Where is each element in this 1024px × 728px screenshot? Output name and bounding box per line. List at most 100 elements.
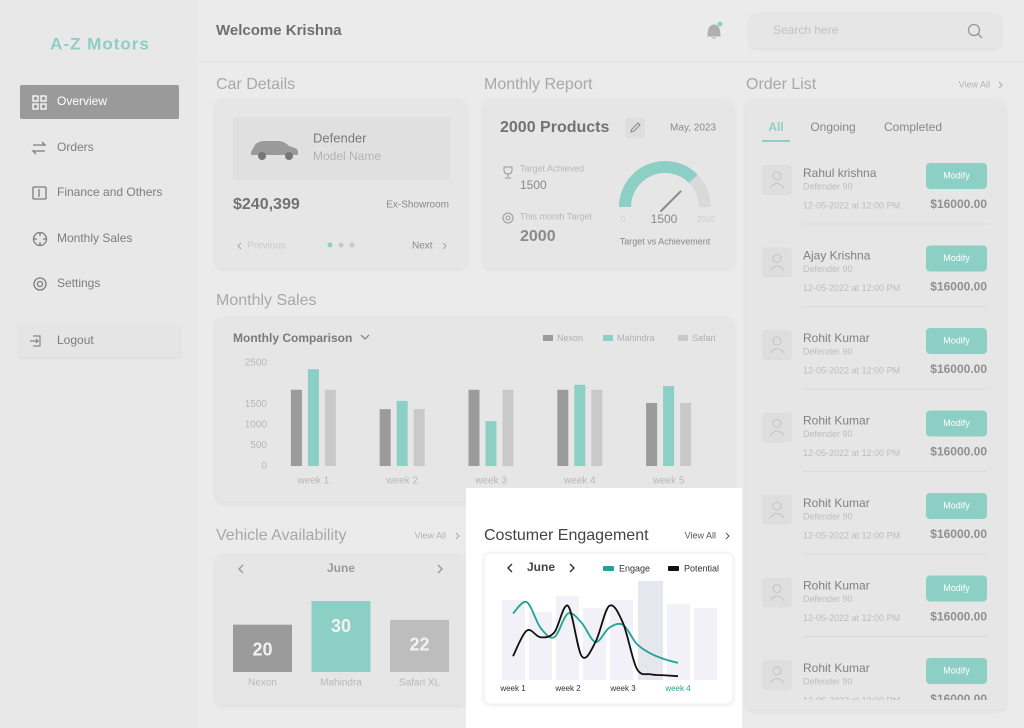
- legend-label: Safari: [692, 333, 716, 343]
- modify-label[interactable]: Modify: [943, 583, 970, 593]
- previous-button[interactable]: Previous: [247, 241, 286, 252]
- tab[interactable]: Completed: [884, 120, 942, 134]
- bar: [663, 386, 675, 466]
- y-tick-label: 1000: [245, 419, 268, 430]
- target-achieved-label: Target Achieved: [520, 163, 584, 173]
- modify-button[interactable]: [926, 328, 987, 354]
- modify-button[interactable]: [926, 658, 987, 684]
- section-title: Monthly Report: [484, 76, 593, 93]
- bell-icon[interactable]: [707, 24, 721, 39]
- edit-button[interactable]: [625, 118, 645, 138]
- y-tick-label: 2500: [245, 358, 268, 369]
- x-tick-label: week 4: [664, 684, 691, 693]
- x-tick-label: week 2: [385, 476, 418, 487]
- bar: [396, 400, 408, 466]
- search-box[interactable]: [750, 14, 1000, 48]
- order-name: Rahul krishna: [803, 166, 877, 180]
- logout-button[interactable]: [20, 325, 179, 357]
- order-amount: $16000.00: [930, 280, 987, 294]
- car-wheel: [285, 152, 293, 160]
- nav-icons: [31, 95, 48, 291]
- pager-dot: [338, 242, 344, 248]
- target-icon-inner: [505, 215, 511, 221]
- x-tick-label: week 3: [474, 476, 507, 487]
- bar: [557, 389, 569, 466]
- logo: A-Z Motors: [50, 34, 150, 53]
- order-model: Defender 90: [803, 264, 853, 274]
- tab-underline: [762, 140, 790, 142]
- avatar-body: [769, 265, 785, 271]
- modify-label[interactable]: Modify: [943, 335, 970, 345]
- x-tick-label: week 2: [554, 684, 581, 693]
- card: [484, 100, 733, 268]
- search-placeholder[interactable]: Search here: [773, 23, 839, 37]
- view-all[interactable]: View All: [685, 530, 716, 540]
- modify-button[interactable]: [926, 410, 987, 437]
- nav-item[interactable]: Orders: [57, 140, 94, 154]
- pager-dot: [327, 242, 333, 248]
- avatar-body: [769, 348, 785, 354]
- bar: [311, 601, 371, 672]
- nav-item[interactable]: Overview: [57, 94, 107, 108]
- order-name: Rohit Kumar: [803, 331, 870, 345]
- section-title: Car Details: [216, 76, 295, 93]
- modify-label[interactable]: Modify: [943, 500, 970, 510]
- trophy-icon: [503, 166, 513, 179]
- gauge-needle: [660, 190, 682, 212]
- avatar-body: [769, 430, 785, 436]
- chart-title: Monthly Comparison: [233, 331, 352, 345]
- logout-label[interactable]: Logout: [57, 333, 94, 347]
- gauge-max: 2000: [697, 215, 715, 224]
- legend-swatch: [543, 335, 553, 341]
- next-button[interactable]: Next: [412, 241, 433, 252]
- modify-button[interactable]: [926, 245, 987, 272]
- nav-active-bg[interactable]: [20, 85, 179, 119]
- legend-label: Nexon: [557, 333, 583, 343]
- avatar-head: [772, 666, 782, 676]
- modify-button[interactable]: [926, 493, 987, 519]
- modify-button[interactable]: [926, 575, 987, 602]
- nav-item[interactable]: Settings: [57, 276, 100, 290]
- month-arrows[interactable]: [507, 563, 575, 573]
- legend-label: Mahindra: [617, 333, 655, 343]
- modify-label[interactable]: Modify: [943, 253, 970, 263]
- order-date: 12-05-2022 at 12:00 PM: [803, 200, 900, 210]
- bar: [485, 421, 497, 466]
- nav-item[interactable]: Monthly Sales: [57, 231, 132, 245]
- order-date: 12-05-2022 at 12:00 PM: [803, 448, 900, 458]
- order-date: 12-05-2022 at 12:00 PM: [803, 613, 900, 623]
- gauge-caption: Target vs Achievement: [620, 236, 711, 246]
- section-title: Vehicle Availability: [216, 527, 346, 544]
- view-all[interactable]: View All: [959, 79, 990, 89]
- avatar-body: [769, 595, 785, 601]
- nav-item[interactable]: Finance and Others: [57, 185, 162, 199]
- avatar-body: [769, 678, 785, 684]
- avatar-head: [772, 171, 782, 181]
- order-amount: $16000.00: [930, 362, 987, 376]
- welcome: Welcome Krishna: [216, 22, 342, 39]
- search-icon[interactable]: [967, 23, 981, 37]
- modify-label[interactable]: Modify: [943, 418, 970, 428]
- y-tick-label: 0: [261, 461, 267, 472]
- modify-label[interactable]: Modify: [943, 170, 970, 180]
- order-amount: $16000.00: [930, 445, 987, 459]
- modify-button[interactable]: [926, 163, 987, 189]
- chevron: [725, 532, 730, 540]
- legend-swatch: [668, 566, 679, 571]
- avatar-body: [769, 513, 785, 519]
- car-box: [233, 117, 450, 180]
- products: 2000 Products: [500, 119, 609, 136]
- avatar-head: [772, 584, 782, 593]
- avatar-head: [772, 336, 782, 346]
- dropdown-chevron[interactable]: [360, 334, 370, 340]
- legend-label: Engage: [619, 563, 650, 573]
- order-model: Defender 90: [803, 594, 853, 604]
- tab[interactable]: All: [768, 120, 783, 134]
- section-title: Costumer Engagement: [484, 527, 649, 544]
- tab[interactable]: Ongoing: [810, 120, 855, 134]
- view-all[interactable]: View All: [415, 530, 446, 540]
- modify-label[interactable]: Modify: [943, 665, 970, 675]
- bar: [502, 389, 514, 466]
- month-arrows[interactable]: [238, 564, 443, 574]
- target-achieved: 1500: [520, 178, 547, 192]
